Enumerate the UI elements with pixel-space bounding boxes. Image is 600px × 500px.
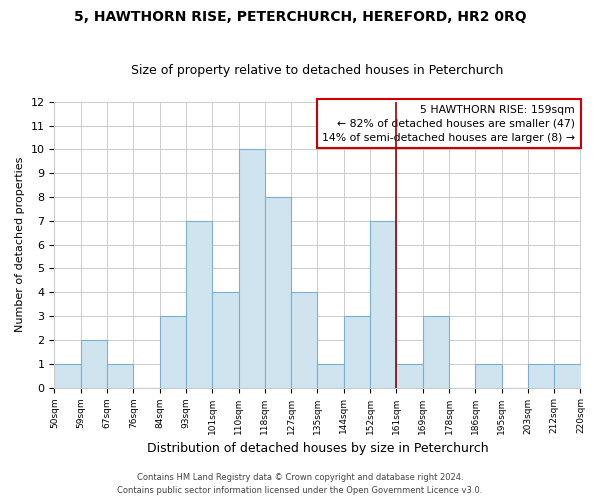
X-axis label: Distribution of detached houses by size in Peterchurch: Distribution of detached houses by size … <box>146 442 488 455</box>
Bar <box>475 364 502 388</box>
Bar <box>528 364 554 388</box>
Bar <box>317 364 344 388</box>
Bar <box>370 221 397 388</box>
Bar <box>212 292 239 388</box>
Bar <box>397 364 422 388</box>
Bar <box>55 364 81 388</box>
Text: 5, HAWTHORN RISE, PETERCHURCH, HEREFORD, HR2 0RQ: 5, HAWTHORN RISE, PETERCHURCH, HEREFORD,… <box>74 10 526 24</box>
Bar <box>160 316 186 388</box>
Bar <box>239 150 265 388</box>
Bar <box>107 364 133 388</box>
Bar <box>186 221 212 388</box>
Bar <box>422 316 449 388</box>
Bar <box>344 316 370 388</box>
Title: Size of property relative to detached houses in Peterchurch: Size of property relative to detached ho… <box>131 64 503 77</box>
Bar <box>81 340 107 388</box>
Y-axis label: Number of detached properties: Number of detached properties <box>15 157 25 332</box>
Bar <box>265 197 291 388</box>
Bar <box>554 364 581 388</box>
Text: 5 HAWTHORN RISE: 159sqm
← 82% of detached houses are smaller (47)
14% of semi-de: 5 HAWTHORN RISE: 159sqm ← 82% of detache… <box>322 104 575 142</box>
Bar <box>291 292 317 388</box>
Text: Contains HM Land Registry data © Crown copyright and database right 2024.
Contai: Contains HM Land Registry data © Crown c… <box>118 474 482 495</box>
